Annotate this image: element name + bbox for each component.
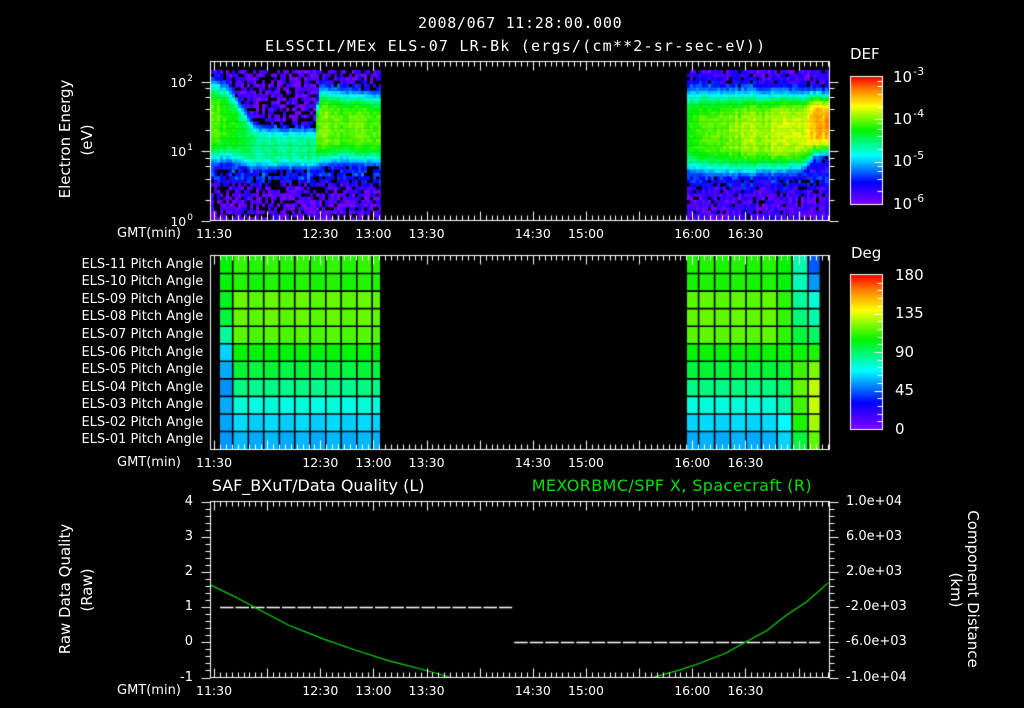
time-tick-label: 13:30 — [408, 455, 445, 471]
quality-axis-title: Raw Data Quality — [56, 523, 74, 655]
tick-exponent: -6 — [913, 191, 925, 205]
time-tick-label: 14:30 — [514, 683, 551, 698]
time-tick-label: 13:00 — [355, 226, 392, 241]
time-tick-label: 13:30 — [408, 683, 445, 698]
pitch-angle-row-label: ELS-09 Pitch Angle — [81, 291, 204, 307]
time-tick-label: 11:30 — [196, 683, 233, 698]
left-series-title: SAF_BXuT/Data Quality (L) — [211, 476, 425, 496]
pitch-angle-heatmap — [205, 250, 835, 455]
distance-tick-label: 2.0e+03 — [846, 563, 903, 579]
distance-tick-label: -2.0e+03 — [846, 599, 907, 615]
time-tick-label: 12:30 — [302, 226, 339, 241]
time-tick-label: 14:30 — [514, 455, 551, 471]
time-axis-label: GMT(min) — [117, 226, 181, 241]
deg-colorbar-tick-label: 90 — [895, 342, 915, 361]
deg-colorbar-tick-label: 0 — [895, 419, 905, 438]
pitch-angle-row-label: ELS-02 Pitch Angle — [81, 414, 204, 430]
energy-axis-unit: (eV) — [78, 124, 96, 156]
def-colorbar-tick-label: 10-3 — [893, 65, 924, 87]
distance-axis-title: Component Distance — [964, 510, 982, 668]
pitch-angle-row-label: ELS-07 Pitch Angle — [81, 326, 204, 342]
quality-tick-label: 3 — [184, 528, 193, 544]
time-tick-label: 14:30 — [514, 226, 551, 241]
pitch-angle-row-label: ELS-04 Pitch Angle — [81, 379, 204, 395]
electron-energy-spectrogram — [190, 55, 845, 227]
pitch-angle-row-label: ELS-03 Pitch Angle — [81, 397, 204, 413]
time-tick-label: 12:30 — [302, 683, 339, 698]
def-colorbar-tick-label: 10-5 — [893, 149, 924, 171]
deg-colorbar-tick-label: 180 — [895, 265, 924, 284]
tick-exponent: 2 — [187, 73, 193, 84]
plot-title: ELSSCIL/MEx ELS-07 LR-Bk (ergs/(cm**2-sr… — [265, 36, 767, 55]
time-tick-label: 11:30 — [196, 226, 233, 241]
distance-tick-label: 6.0e+03 — [846, 528, 903, 544]
tick-exponent: 0 — [187, 212, 193, 223]
time-tick-label: 12:30 — [302, 455, 339, 471]
pitch-angle-row-label: ELS-11 Pitch Angle — [81, 256, 204, 272]
quality-position-line-plot — [190, 495, 845, 685]
time-tick-label: 13:00 — [355, 455, 392, 471]
energy-tick-label: 101 — [170, 143, 193, 162]
energy-tick-label: 100 — [170, 212, 193, 232]
tick-exponent: -5 — [913, 149, 925, 163]
energy-axis-title: Electron Energy — [56, 79, 74, 199]
deg-colorbar — [845, 270, 890, 435]
time-tick-label: 16:30 — [727, 226, 764, 241]
time-tick-label: 15:00 — [567, 455, 604, 471]
def-colorbar-tick-label: 10-6 — [893, 192, 924, 214]
time-tick-label: 16:00 — [674, 683, 711, 698]
quality-axis-unit: (Raw) — [78, 568, 96, 612]
deg-colorbar-tick-label: 45 — [895, 381, 915, 400]
tick-base: 10 — [170, 144, 187, 160]
def-colorbar-title: DEF — [850, 44, 880, 63]
tick-base: 10 — [893, 152, 913, 171]
time-axis-label: GMT(min) — [117, 683, 181, 698]
pitch-angle-row-label: ELS-10 Pitch Angle — [81, 274, 204, 290]
quality-tick-label: 0 — [184, 634, 193, 650]
quality-tick-label: -1 — [180, 669, 193, 685]
right-series-title: MEXORBMC/SPF X, Spacecraft (R) — [531, 476, 813, 496]
time-tick-label: 16:30 — [727, 683, 764, 698]
time-tick-label: 16:00 — [674, 226, 711, 241]
quality-tick-label: 1 — [184, 599, 193, 615]
plot-timestamp: 2008/067 11:28:00.000 — [418, 13, 623, 32]
time-tick-label: 11:30 — [196, 455, 233, 471]
energy-tick-label: 102 — [170, 73, 193, 93]
distance-axis-unit: (km) — [947, 572, 965, 608]
time-tick-label: 13:30 — [408, 226, 445, 241]
tick-exponent: -3 — [913, 64, 925, 78]
distance-tick-label: -1.0e+04 — [846, 669, 907, 685]
time-tick-label: 15:00 — [567, 226, 604, 241]
time-tick-label: 16:00 — [674, 455, 711, 471]
tick-base: 10 — [893, 67, 913, 86]
time-tick-label: 15:00 — [567, 683, 604, 698]
tick-exponent: 1 — [187, 143, 193, 154]
tick-exponent: -4 — [913, 107, 925, 121]
time-tick-label: 13:00 — [355, 683, 392, 698]
quality-tick-label: 2 — [184, 563, 193, 579]
tick-base: 10 — [170, 74, 187, 90]
def-colorbar-tick-label: 10-4 — [893, 107, 924, 129]
pitch-angle-row-label: ELS-08 Pitch Angle — [81, 309, 204, 325]
distance-tick-label: 1.0e+04 — [846, 493, 903, 509]
pitch-angle-row-label: ELS-05 Pitch Angle — [81, 362, 204, 378]
def-colorbar — [845, 72, 890, 209]
tick-base: 10 — [170, 213, 187, 229]
pitch-angle-row-label: ELS-06 Pitch Angle — [81, 344, 204, 360]
quality-tick-label: 4 — [184, 493, 193, 509]
time-axis-label: GMT(min) — [117, 455, 181, 471]
tick-base: 10 — [893, 110, 913, 129]
pitch-angle-row-label: ELS-01 Pitch Angle — [81, 432, 204, 448]
deg-colorbar-tick-label: 135 — [895, 304, 924, 323]
time-tick-label: 16:30 — [727, 455, 764, 471]
tick-base: 10 — [893, 194, 913, 213]
deg-colorbar-title: Deg — [851, 243, 882, 262]
distance-tick-label: -6.0e+03 — [846, 634, 907, 650]
